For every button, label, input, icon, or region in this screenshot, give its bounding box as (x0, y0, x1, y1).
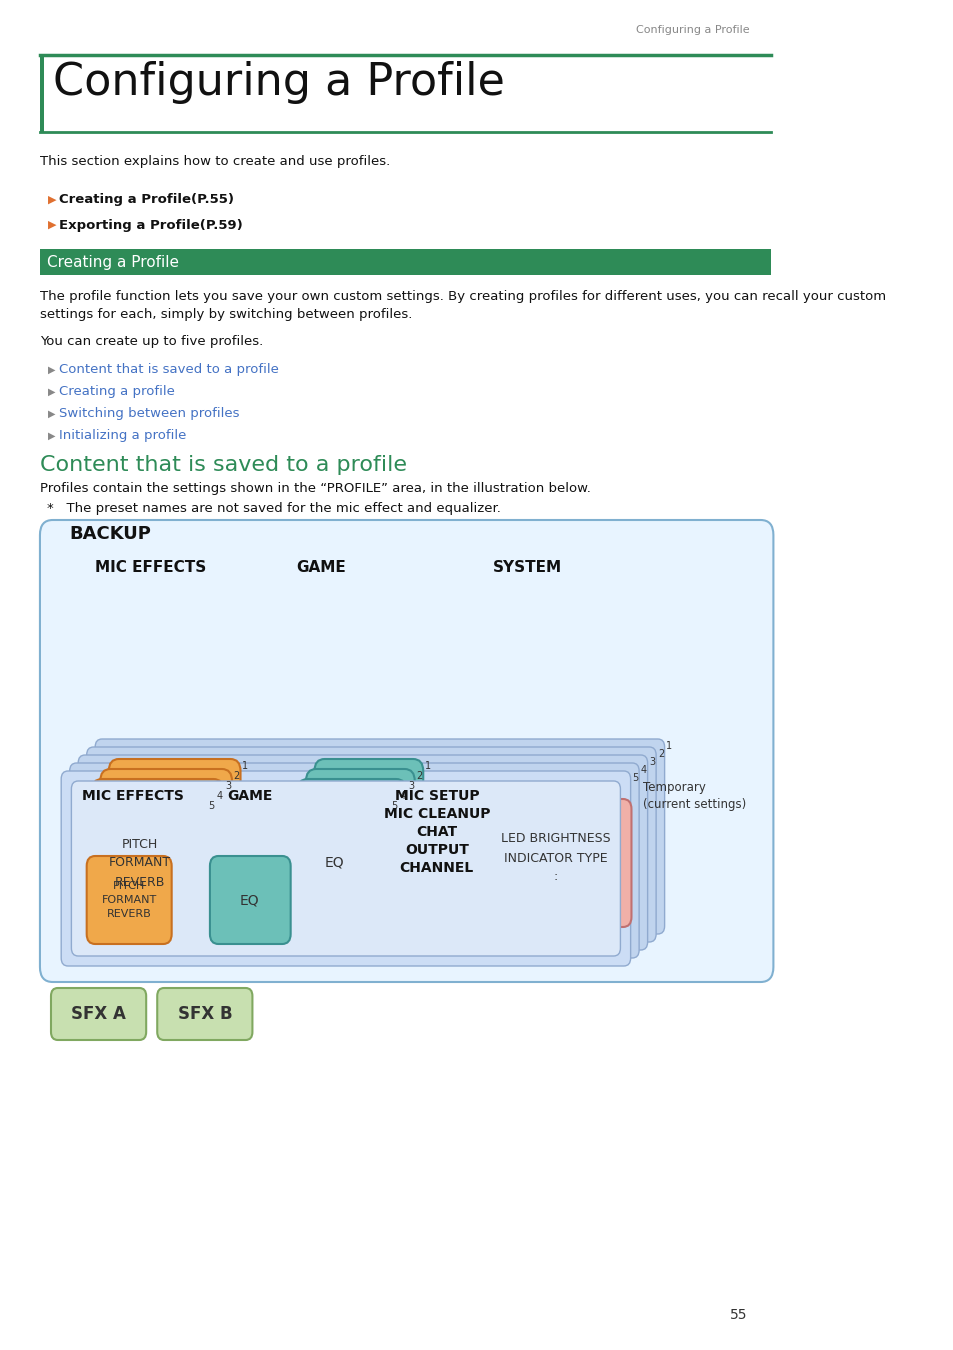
Text: ▶: ▶ (48, 387, 55, 397)
Text: SFX B: SFX B (177, 1004, 232, 1023)
Text: Initializing a profile: Initializing a profile (59, 429, 187, 443)
Text: BACKUP: BACKUP (70, 525, 152, 543)
FancyBboxPatch shape (289, 788, 397, 917)
Text: 4: 4 (640, 765, 646, 775)
Text: LED BRIGHTNESS
INDICATOR TYPE
:: LED BRIGHTNESS INDICATOR TYPE : (500, 833, 610, 883)
Text: GAME: GAME (295, 560, 345, 575)
Text: CHANNEL: CHANNEL (399, 861, 474, 875)
Text: This section explains how to create and use profiles.: This section explains how to create and … (40, 155, 390, 167)
FancyBboxPatch shape (95, 738, 664, 934)
Text: EQ: EQ (240, 892, 259, 907)
Text: Configuring a Profile: Configuring a Profile (52, 61, 504, 104)
FancyBboxPatch shape (297, 779, 406, 907)
Bar (40, 55, 44, 132)
FancyBboxPatch shape (71, 782, 619, 956)
FancyBboxPatch shape (51, 988, 146, 1040)
FancyBboxPatch shape (87, 856, 172, 944)
Text: 5: 5 (632, 774, 638, 783)
Text: Content that is saved to a profile: Content that is saved to a profile (59, 363, 279, 377)
Text: 3: 3 (408, 782, 414, 791)
Text: 5: 5 (391, 801, 396, 811)
FancyBboxPatch shape (40, 520, 773, 981)
FancyBboxPatch shape (479, 799, 631, 927)
Text: SYSTEM: SYSTEM (493, 560, 561, 575)
FancyBboxPatch shape (78, 755, 647, 950)
FancyBboxPatch shape (83, 788, 214, 917)
Text: Content that is saved to a profile: Content that is saved to a profile (40, 455, 407, 475)
FancyBboxPatch shape (157, 988, 253, 1040)
Text: 1: 1 (242, 761, 248, 771)
Text: PITCH
FORMANT
REVERB: PITCH FORMANT REVERB (109, 837, 172, 888)
Text: Temporary
(current settings): Temporary (current settings) (642, 782, 746, 811)
Text: PROFILE: PROFILE (254, 774, 339, 792)
Text: MIC EFFECTS: MIC EFFECTS (82, 788, 183, 803)
Text: *   The preset names are not saved for the mic effect and equalizer.: * The preset names are not saved for the… (47, 502, 500, 514)
FancyBboxPatch shape (314, 759, 423, 887)
Text: PITCH
FORMANT
REVERB: PITCH FORMANT REVERB (101, 882, 156, 919)
Text: 5: 5 (208, 801, 214, 811)
Bar (40, 248, 770, 275)
Text: MIC SETUP: MIC SETUP (395, 788, 478, 803)
Text: SFX A: SFX A (71, 1004, 126, 1023)
Text: 1: 1 (424, 761, 431, 771)
FancyBboxPatch shape (91, 779, 223, 907)
FancyBboxPatch shape (74, 799, 206, 927)
Text: Profiles contain the settings shown in the “PROFILE” area, in the illustration b: Profiles contain the settings shown in t… (40, 482, 590, 495)
Text: GAME: GAME (227, 788, 273, 803)
Text: MIC EFFECTS: MIC EFFECTS (95, 560, 206, 575)
Text: 3: 3 (649, 757, 655, 767)
Text: 55: 55 (730, 1308, 747, 1322)
Text: You can create up to five profiles.: You can create up to five profiles. (40, 335, 263, 348)
FancyBboxPatch shape (306, 769, 415, 896)
Text: The profile function lets you save your own custom settings. By creating profile: The profile function lets you save your … (40, 290, 885, 321)
Text: 2: 2 (416, 771, 422, 782)
Text: Exporting a Profile(P.59): Exporting a Profile(P.59) (59, 219, 243, 231)
Text: Creating a profile: Creating a profile (59, 386, 179, 398)
Text: MIC CLEANUP: MIC CLEANUP (383, 807, 490, 821)
Text: ▶: ▶ (48, 194, 56, 205)
Text: ▶: ▶ (48, 431, 55, 441)
Text: Switching between profiles: Switching between profiles (59, 408, 240, 420)
Text: 4: 4 (399, 791, 405, 801)
FancyBboxPatch shape (87, 747, 656, 942)
FancyBboxPatch shape (109, 759, 240, 887)
Text: ▶: ▶ (48, 220, 56, 230)
FancyBboxPatch shape (280, 799, 389, 927)
Text: OUTPUT: OUTPUT (404, 842, 468, 857)
FancyBboxPatch shape (70, 763, 639, 958)
FancyBboxPatch shape (210, 856, 291, 944)
Text: 2: 2 (658, 749, 663, 759)
Text: ▶: ▶ (48, 409, 55, 418)
Text: 4: 4 (216, 791, 223, 801)
Text: 1: 1 (665, 741, 672, 751)
Text: 3: 3 (225, 782, 232, 791)
Text: CHAT: CHAT (416, 825, 456, 838)
Text: Creating a Profile(P.55): Creating a Profile(P.55) (59, 193, 234, 207)
Text: EQ: EQ (325, 856, 344, 869)
FancyBboxPatch shape (100, 769, 232, 896)
FancyBboxPatch shape (61, 771, 630, 967)
Text: ▶: ▶ (48, 364, 55, 375)
Text: 2: 2 (233, 771, 240, 782)
Text: Configuring a Profile: Configuring a Profile (636, 26, 749, 35)
Text: Creating a Profile: Creating a Profile (47, 255, 178, 270)
